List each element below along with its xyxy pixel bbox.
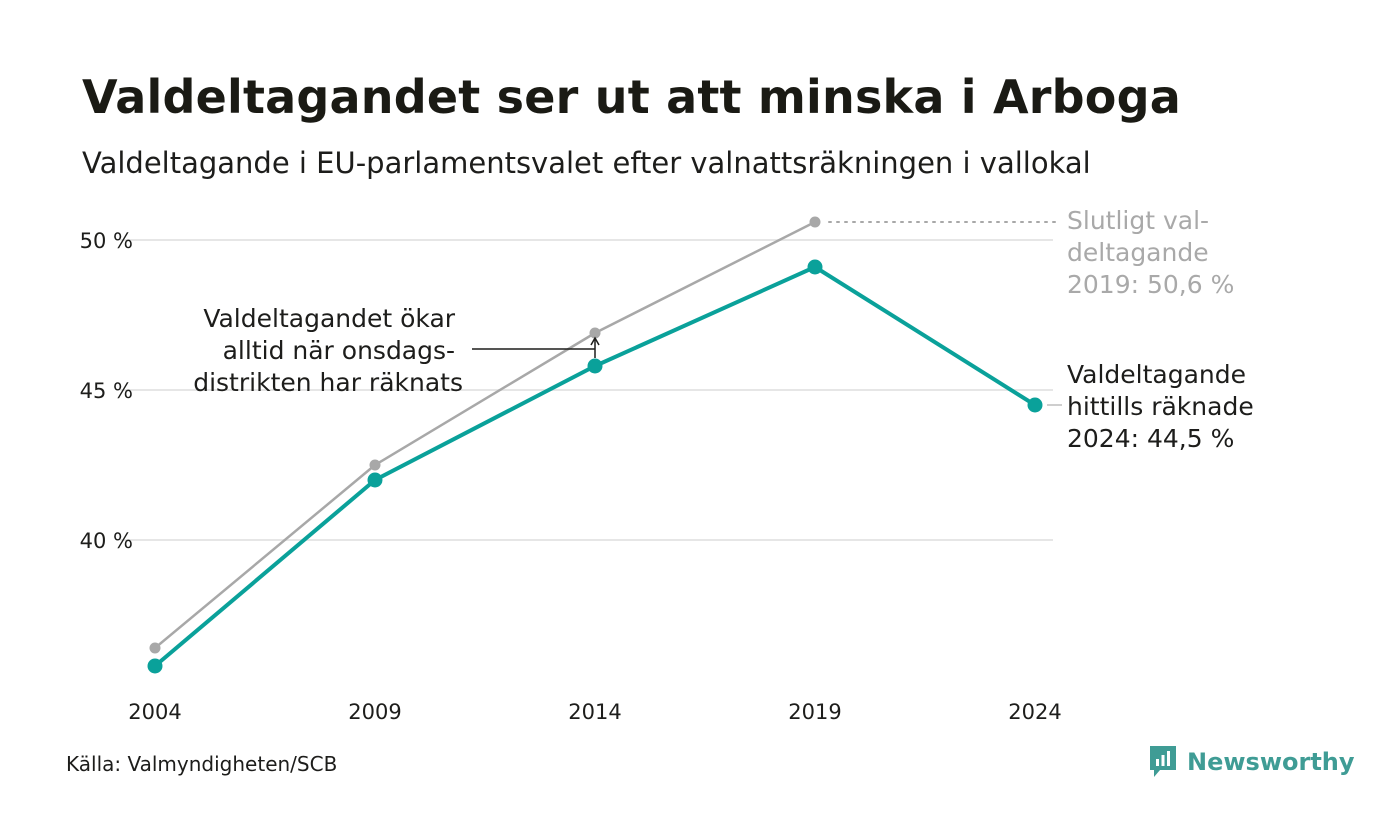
chart-title: Valdeltagandet ser ut att minska i Arbog… [82,70,1181,124]
y-tick-label: 45 % [80,379,133,403]
chart-subtitle: Valdeltagande i EU-parlamentsvalet efter… [82,146,1091,180]
counted-2024-line-1: Valdeltagande [1067,360,1246,389]
x-tick-label: 2009 [348,700,401,724]
counted-2024-label: Valdeltagande hittills räknade 2024: 44,… [1067,360,1262,453]
counted-2024-line-3: 2024: 44,5 % [1067,424,1234,453]
wednesday-line-2: alltid när onsdags- [223,336,455,365]
counted-turnout-point [1027,397,1043,413]
wednesday-line-1: Valdeltagandet ökar [203,304,455,333]
final-2019-label: Slutligt val- deltagande 2019: 50,6 % [1067,206,1234,299]
series-group [147,216,1043,674]
source-note: Källa: Valmyndigheten/SCB [66,752,338,776]
counted-2024-line-2: hittills räknade [1067,392,1254,421]
wednesday-leader [472,338,596,358]
wednesday-label: Valdeltagandet ökar alltid när onsdags- … [193,304,463,397]
final-turnout-point [809,216,821,228]
newsworthy-logo-text: Newsworthy [1187,748,1355,776]
annotations: Slutligt val- deltagande 2019: 50,6 % Va… [193,206,1262,453]
x-axis-ticks: 2004 2009 2014 2019 2024 [128,700,1061,724]
final-2019-line-3: 2019: 50,6 % [1067,270,1234,299]
newsworthy-logo-icon [1150,746,1176,777]
wednesday-arrowhead [590,336,600,346]
x-tick-label: 2004 [128,700,181,724]
counted-turnout-point [367,472,383,488]
counted-turnout-point [147,658,163,674]
x-tick-label: 2014 [568,700,621,724]
x-tick-label: 2019 [788,700,841,724]
grid-lines [120,239,1053,541]
y-tick-label: 40 % [80,529,133,553]
y-tick-label: 50 % [80,229,133,253]
wednesday-line-3: distrikten har räknats [193,368,463,397]
final-turnout-line [154,220,816,649]
final-2019-line-1: Slutligt val- [1067,206,1209,235]
counted-turnout-point [807,259,823,275]
x-tick-label: 2024 [1008,700,1061,724]
final-2019-line-2: deltagande [1067,238,1209,267]
final-turnout-point [149,642,161,654]
y-axis-ticks: 40 % 45 % 50 % [80,229,133,553]
counted-turnout-point [587,358,603,374]
final-turnout-point [369,459,381,471]
newsworthy-logo: Newsworthy [1148,744,1355,780]
final-turnout-point [589,327,601,339]
